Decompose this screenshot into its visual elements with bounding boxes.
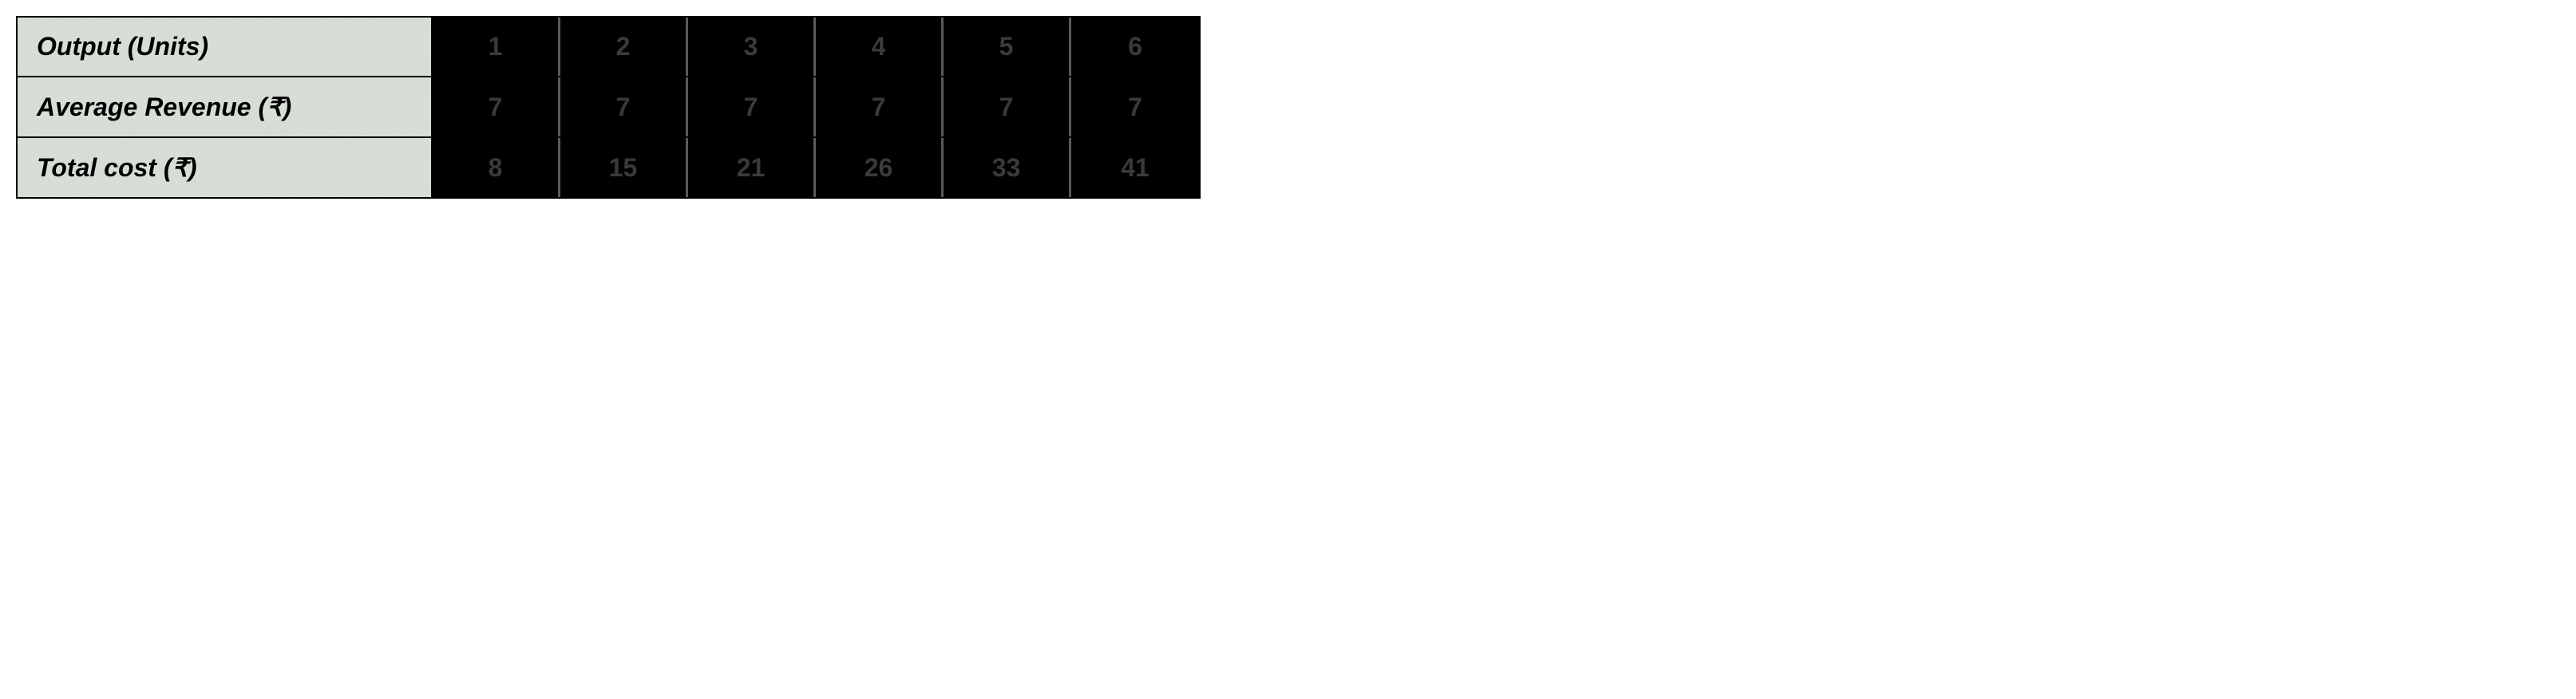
- data-cell: 6: [1071, 18, 1199, 76]
- table-row: Output (Units) 1 2 3 4 5 6: [18, 18, 1199, 77]
- data-cell: 4: [816, 18, 944, 76]
- row-header-output: Output (Units): [18, 18, 433, 76]
- row-header-total-cost: Total cost (₹): [18, 138, 433, 197]
- table-row: Total cost (₹) 8 15 21 26 33 41: [18, 138, 1199, 197]
- economics-table: Output (Units) 1 2 3 4 5 6 Average Reven…: [16, 16, 1201, 199]
- data-cell: 7: [1071, 77, 1199, 136]
- data-cell: 7: [816, 77, 944, 136]
- data-cell: 7: [433, 77, 560, 136]
- data-cell: 7: [688, 77, 816, 136]
- data-cell: 5: [944, 18, 1071, 76]
- data-cell: 2: [560, 18, 688, 76]
- data-cell: 33: [944, 138, 1071, 197]
- data-cell: 21: [688, 138, 816, 197]
- data-cell: 41: [1071, 138, 1199, 197]
- data-cell: 7: [944, 77, 1071, 136]
- table-row: Average Revenue (₹) 7 7 7 7 7 7: [18, 77, 1199, 138]
- data-cell: 3: [688, 18, 816, 76]
- data-cell: 15: [560, 138, 688, 197]
- row-header-avg-revenue: Average Revenue (₹): [18, 77, 433, 136]
- data-cell: 1: [433, 18, 560, 76]
- data-cell: 26: [816, 138, 944, 197]
- data-cell: 8: [433, 138, 560, 197]
- data-cell: 7: [560, 77, 688, 136]
